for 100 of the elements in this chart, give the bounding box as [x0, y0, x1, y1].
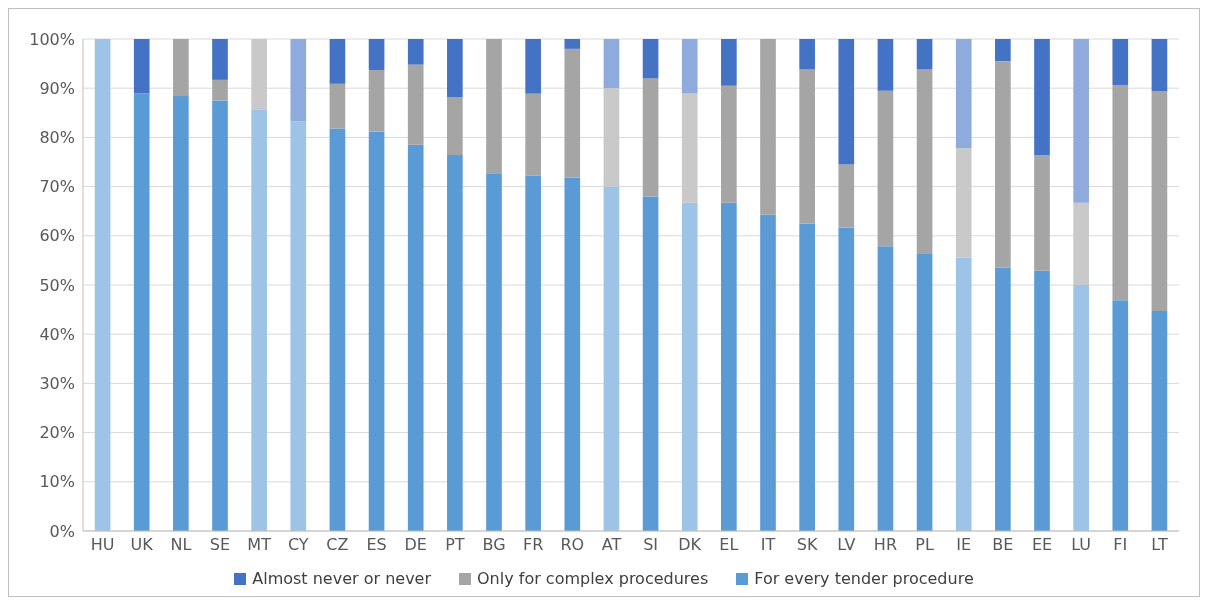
bar [173, 96, 189, 531]
bar [368, 131, 385, 531]
bar [642, 39, 659, 79]
bar [486, 173, 502, 531]
y-tick-label: 90% [39, 78, 75, 98]
x-tick-label: DK [678, 535, 702, 555]
bar [1112, 39, 1129, 86]
bar [525, 93, 541, 176]
x-tick-label: SI [643, 535, 659, 555]
bar [1151, 39, 1168, 92]
x-tick-label: IE [956, 535, 972, 555]
y-tick-label: 20% [39, 423, 75, 443]
bar [290, 121, 307, 531]
bar [603, 186, 620, 531]
x-tick-label: DE [404, 535, 427, 555]
bar [760, 214, 776, 531]
bar [877, 246, 894, 531]
x-tick-label: UK [130, 535, 154, 555]
bar [681, 202, 698, 531]
bar [368, 70, 385, 132]
x-tick-label: IT [760, 535, 776, 555]
bar [564, 39, 581, 49]
bar [603, 88, 620, 187]
bar [407, 144, 424, 531]
bar [290, 39, 307, 122]
bar [447, 155, 463, 531]
bar [525, 39, 541, 94]
bar [799, 39, 815, 70]
bar [721, 202, 737, 531]
bar [1112, 85, 1129, 301]
x-tick-label: LV [837, 535, 856, 555]
bar [94, 39, 111, 531]
bar [642, 78, 659, 197]
bar [525, 175, 541, 531]
bar [407, 39, 424, 65]
x-tick-label: BE [992, 535, 1014, 555]
x-tick-label: FR [522, 535, 544, 555]
x-tick-label: ES [366, 535, 387, 555]
bar [760, 39, 776, 215]
bar [251, 39, 267, 110]
x-tick-label: SE [209, 535, 231, 555]
x-tick-label: CY [287, 535, 309, 555]
x-tick-label: CZ [326, 535, 349, 555]
bar [329, 39, 346, 84]
y-tick-label: 30% [39, 374, 75, 394]
bar [603, 39, 620, 89]
x-tick-label: PL [915, 535, 934, 555]
bar [799, 223, 815, 531]
bar [329, 128, 346, 531]
bar [877, 90, 894, 247]
legend-label: Only for complex procedures [477, 569, 709, 588]
bar [212, 100, 228, 531]
bar [955, 148, 972, 258]
bar [681, 39, 698, 94]
bar [916, 39, 933, 70]
bar [1151, 311, 1168, 531]
bar [1151, 91, 1168, 312]
x-tick-label: PT [445, 535, 465, 555]
bar [447, 97, 463, 156]
bar [173, 39, 189, 97]
bar [955, 39, 972, 149]
x-tick-label: RO [560, 535, 585, 555]
bar [1034, 270, 1050, 531]
bar [642, 196, 659, 531]
bar [1073, 39, 1089, 203]
bar [955, 257, 972, 531]
y-tick-label: 80% [39, 128, 75, 148]
bar [486, 39, 502, 174]
x-tick-label: EL [719, 535, 739, 555]
bar [995, 61, 1011, 268]
bar [212, 39, 228, 80]
bar [447, 39, 463, 98]
bar [133, 39, 150, 94]
bar [838, 39, 855, 165]
x-tick-label: HR [873, 535, 898, 555]
x-tick-label: LU [1071, 535, 1092, 555]
legend-label: Almost never or never [252, 569, 432, 588]
x-tick-label: FI [1113, 535, 1128, 555]
bar [1112, 300, 1129, 531]
x-tick-label: LT [1151, 535, 1168, 555]
bar [995, 39, 1011, 62]
y-tick-label: 50% [39, 275, 75, 295]
bar [212, 79, 228, 101]
bar [564, 48, 581, 178]
bar [407, 64, 424, 145]
bar [329, 83, 346, 129]
x-tick-label: NL [170, 535, 192, 555]
bar [1073, 202, 1089, 285]
bar [1073, 285, 1089, 531]
bar [995, 267, 1011, 531]
bar [1034, 39, 1050, 156]
y-tick-label: 60% [39, 226, 75, 246]
x-tick-label: HU [90, 535, 115, 555]
x-tick-label: MT [247, 535, 272, 555]
x-tick-label: AT [601, 535, 622, 555]
y-tick-label: 0% [49, 521, 75, 541]
bar [564, 177, 581, 531]
bar [916, 254, 933, 531]
bar [133, 93, 150, 531]
y-tick-label: 10% [39, 472, 75, 492]
